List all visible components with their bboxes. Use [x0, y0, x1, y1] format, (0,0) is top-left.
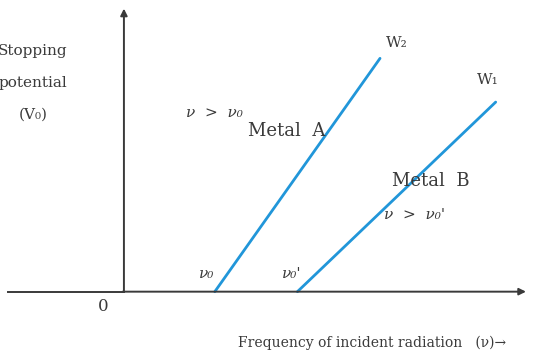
Text: potential: potential [0, 76, 68, 90]
Text: ν₀': ν₀' [281, 267, 301, 281]
Text: ν  >  ν₀': ν > ν₀' [384, 208, 445, 222]
Text: Frequency of incident radiation   (ν)→: Frequency of incident radiation (ν)→ [238, 335, 506, 350]
Text: ν₀: ν₀ [199, 267, 214, 281]
Text: W₁: W₁ [477, 74, 499, 88]
Text: (V₀): (V₀) [19, 108, 48, 122]
Text: ν  >  ν₀: ν > ν₀ [186, 106, 243, 120]
Text: Metal  A: Metal A [248, 122, 325, 140]
Text: Stopping: Stopping [0, 44, 68, 58]
Text: Metal  B: Metal B [393, 172, 470, 190]
Text: 0: 0 [98, 298, 108, 315]
Text: W₂: W₂ [386, 36, 408, 50]
